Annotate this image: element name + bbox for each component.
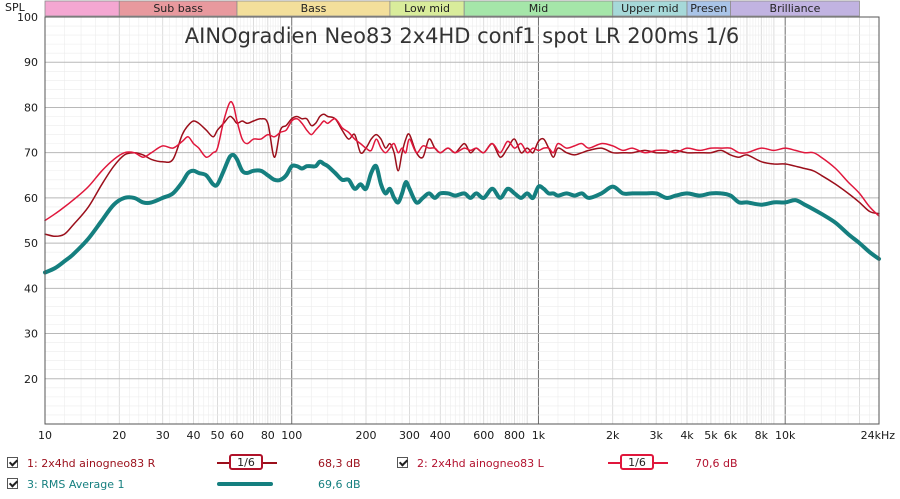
chart-title: AINOgradien Neo83 2x4HD conf1 spot LR 20… — [185, 24, 739, 48]
band-label-presen: Presen — [690, 2, 727, 15]
x-tick-label: 24kHz — [861, 429, 896, 442]
plot-frame — [44, 16, 880, 425]
series-2-checkbox[interactable] — [397, 457, 408, 468]
x-tick-label: 80 — [261, 429, 275, 442]
x-tick-label: 20 — [112, 429, 126, 442]
plot-series — [43, 100, 881, 275]
y-tick-label: 80 — [24, 101, 38, 114]
legend-row-1: 1: 2x4hd ainogneo83 R 1/6 68,3 dB 2: 2x4… — [0, 453, 900, 473]
x-tick-label: 3k — [649, 429, 663, 442]
x-tick-label: 4k — [680, 429, 694, 442]
x-axis-ticks: 10 20 30 40 50 60 80 100 200 300 400 600 800 1k 2k 3k 4k… — [38, 429, 895, 442]
y-tick-label: 100 — [17, 11, 38, 24]
series-3-line-sample — [217, 482, 273, 486]
series-line-3 — [43, 152, 881, 275]
x-tick-label: 60 — [230, 429, 244, 442]
x-tick-label: 200 — [356, 429, 377, 442]
x-tick-label: 8k — [755, 429, 769, 442]
y-tick-label: 40 — [24, 282, 38, 295]
series-line-1 — [44, 113, 880, 238]
x-tick-label: 100 — [281, 429, 302, 442]
x-tick-label: 1k — [532, 429, 546, 442]
series-2-smoothing-button[interactable]: 1/6 — [620, 454, 654, 470]
series-2-name: 2: 2x4hd ainogneo83 L — [417, 457, 544, 470]
band-label-bass: Bass — [301, 2, 327, 15]
x-tick-label: 40 — [187, 429, 201, 442]
band-brilliance — [730, 0, 860, 17]
x-tick-label: 50 — [210, 429, 224, 442]
x-tick-label: 400 — [430, 429, 451, 442]
frequency-response-chart: Sub bass Bass Low mid Mid Upper mid Presen Bri… — [5, 0, 895, 442]
series-3-level-value: 69,6 dB — [318, 478, 361, 491]
y-tick-label: 70 — [24, 147, 38, 160]
x-tick-label: 6k — [724, 429, 738, 442]
series-3-name: 3: RMS Average 1 — [27, 478, 125, 491]
legend-item-series-1[interactable]: 1: 2x4hd ainogneo83 R 1/6 68,3 dB — [7, 453, 387, 473]
legend: 1: 2x4hd ainogneo83 R 1/6 68,3 dB 2: 2x4… — [0, 446, 900, 499]
band-label-brilliance: Brilliance — [770, 2, 821, 15]
y-tick-label: 60 — [24, 192, 38, 205]
y-axis-label: SPL — [5, 1, 26, 14]
x-tick-label: 10k — [775, 429, 796, 442]
band-lowest — [44, 0, 120, 17]
y-tick-label: 20 — [24, 373, 38, 386]
band-label-mid: Mid — [529, 2, 549, 15]
series-1-level-value: 68,3 dB — [318, 457, 361, 470]
plot-grid — [44, 16, 880, 425]
x-tick-label: 600 — [473, 429, 494, 442]
y-tick-label: 30 — [24, 328, 38, 341]
x-tick-label: 10 — [38, 429, 52, 442]
band-label-low-mid: Low mid — [404, 2, 450, 15]
y-tick-label: 50 — [24, 237, 38, 250]
y-tick-label: 90 — [24, 56, 38, 69]
series-1-name: 1: 2x4hd ainogneo83 R — [27, 457, 156, 470]
series-1-checkbox[interactable] — [7, 457, 18, 468]
frequency-band-strip: Sub bass Bass Low mid Mid Upper mid Presen Bri… — [44, 0, 860, 17]
legend-item-series-2[interactable]: 2: 2x4hd ainogneo83 L 1/6 70,6 dB — [397, 453, 777, 473]
x-tick-label: 300 — [399, 429, 420, 442]
series-3-checkbox[interactable] — [7, 478, 18, 489]
x-tick-label: 5k — [704, 429, 718, 442]
x-tick-label: 2k — [606, 429, 620, 442]
y-axis-ticks: 20 30 40 50 60 70 80 90 100 — [17, 11, 38, 386]
series-line-2 — [44, 100, 880, 222]
legend-item-series-3[interactable]: 3: RMS Average 1 69,6 dB — [7, 474, 387, 494]
x-tick-label: 30 — [156, 429, 170, 442]
legend-row-2: 3: RMS Average 1 69,6 dB — [0, 474, 900, 494]
plot-border — [44, 16, 880, 425]
series-1-smoothing-button[interactable]: 1/6 — [229, 454, 263, 470]
band-label-sub-bass: Sub bass — [153, 2, 203, 15]
x-tick-label: 800 — [504, 429, 525, 442]
band-label-upper-mid: Upper mid — [621, 2, 679, 15]
series-2-level-value: 70,6 dB — [695, 457, 738, 470]
